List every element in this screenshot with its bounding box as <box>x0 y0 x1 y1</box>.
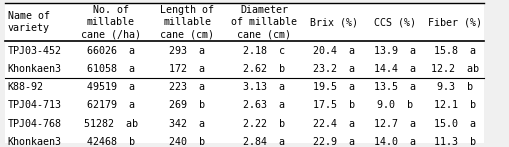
Text: 19.5  a: 19.5 a <box>313 82 354 92</box>
Text: 61058  a: 61058 a <box>87 64 135 74</box>
Text: CCS (%): CCS (%) <box>374 17 415 27</box>
Text: 14.0  a: 14.0 a <box>374 137 415 147</box>
Text: 66026  a: 66026 a <box>87 46 135 56</box>
Text: 22.4  a: 22.4 a <box>313 119 354 129</box>
Text: 9.0  b: 9.0 b <box>377 100 412 110</box>
Text: Diameter
of millable
cane (cm): Diameter of millable cane (cm) <box>231 5 296 40</box>
Text: 223  a: 223 a <box>169 82 205 92</box>
Text: 3.13  a: 3.13 a <box>242 82 285 92</box>
Text: 20.4  a: 20.4 a <box>313 46 354 56</box>
Text: 12.7  a: 12.7 a <box>374 119 415 129</box>
Text: 2.63  a: 2.63 a <box>242 100 285 110</box>
Text: 2.18  c: 2.18 c <box>242 46 285 56</box>
Text: 342  a: 342 a <box>169 119 205 129</box>
Text: 42468  b: 42468 b <box>87 137 135 147</box>
Text: Khonkaen3: Khonkaen3 <box>8 137 62 147</box>
Text: 172  a: 172 a <box>169 64 205 74</box>
Text: 240  b: 240 b <box>169 137 205 147</box>
Text: 23.2  a: 23.2 a <box>313 64 354 74</box>
Text: Brix (%): Brix (%) <box>309 17 357 27</box>
Text: 49519  a: 49519 a <box>87 82 135 92</box>
Text: Khonkaen3: Khonkaen3 <box>8 64 62 74</box>
Text: No. of
millable
cane (/ha): No. of millable cane (/ha) <box>81 5 140 40</box>
Text: 293  a: 293 a <box>169 46 205 56</box>
Text: Fiber (%): Fiber (%) <box>428 17 481 27</box>
Text: 9.3  b: 9.3 b <box>436 82 472 92</box>
Text: Name of
variety: Name of variety <box>8 11 49 33</box>
Text: 13.5  a: 13.5 a <box>374 82 415 92</box>
Text: 12.1  b: 12.1 b <box>433 100 475 110</box>
Text: 13.9  a: 13.9 a <box>374 46 415 56</box>
Text: 17.5  b: 17.5 b <box>313 100 354 110</box>
Text: 11.3  b: 11.3 b <box>433 137 475 147</box>
Text: 12.2  ab: 12.2 ab <box>430 64 478 74</box>
Text: 51282  ab: 51282 ab <box>84 119 137 129</box>
Text: TPJ04-768: TPJ04-768 <box>8 119 62 129</box>
Text: K88-92: K88-92 <box>8 82 44 92</box>
Text: 269  b: 269 b <box>169 100 205 110</box>
Text: TPJ04-713: TPJ04-713 <box>8 100 62 110</box>
Text: 15.0  a: 15.0 a <box>433 119 475 129</box>
Text: 14.4  a: 14.4 a <box>374 64 415 74</box>
Text: Length of
millable
cane (cm): Length of millable cane (cm) <box>160 5 214 40</box>
Text: 15.8  a: 15.8 a <box>433 46 475 56</box>
Text: 22.9  a: 22.9 a <box>313 137 354 147</box>
Text: 2.62  b: 2.62 b <box>242 64 285 74</box>
Text: TPJ03-452: TPJ03-452 <box>8 46 62 56</box>
Text: 2.84  a: 2.84 a <box>242 137 285 147</box>
Text: 2.22  b: 2.22 b <box>242 119 285 129</box>
Text: 62179  a: 62179 a <box>87 100 135 110</box>
